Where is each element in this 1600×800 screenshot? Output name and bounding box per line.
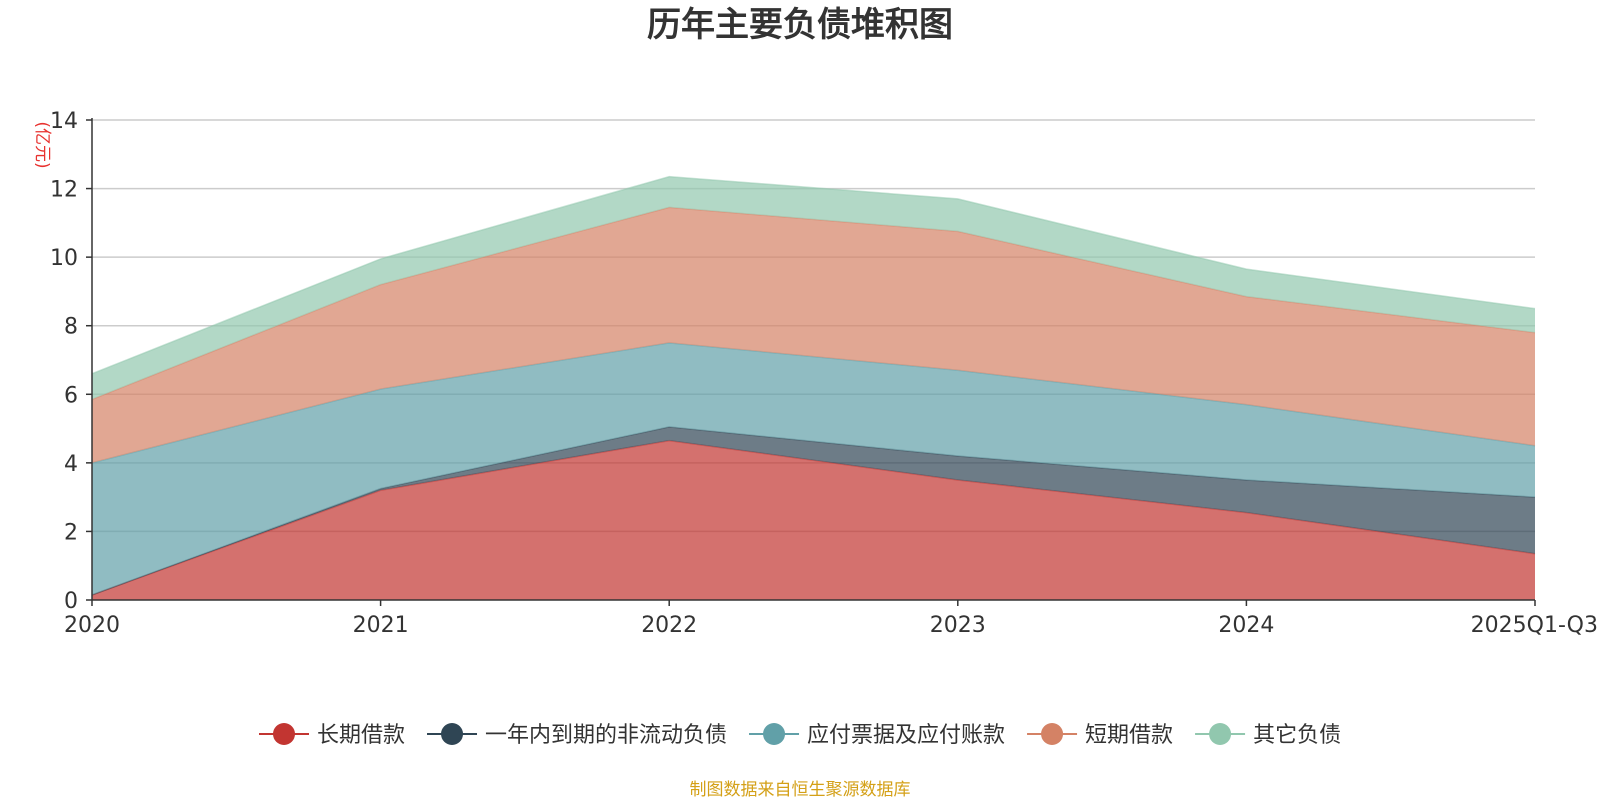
chart-title: 历年主要负债堆积图 (647, 5, 953, 45)
y-tick-label: 4 (64, 452, 78, 477)
legend-item-1: 长期借款 (259, 723, 405, 748)
y-axis-unit-label: (亿元) (32, 121, 52, 168)
y-tick-label: 12 (50, 178, 78, 203)
x-tick-label: 2021 (353, 613, 409, 638)
x-tick-label: 2023 (930, 613, 986, 638)
area-series (91, 175, 1536, 600)
y-tick-label: 8 (64, 315, 78, 340)
y-axis-ticks: 0 2 4 6 8 10 12 14 (50, 109, 92, 614)
legend-item-4: 短期借款 (1027, 723, 1173, 748)
axes (91, 118, 1535, 601)
legend-marker (273, 723, 295, 745)
legend-label: 其它负债 (1253, 723, 1341, 748)
x-axis-ticks: 2020 2021 2022 2023 2024 2025Q1-Q3 (64, 600, 1598, 638)
x-tick-label: 2020 (64, 613, 120, 638)
legend-item-3: 应付票据及应付账款 (749, 723, 1005, 748)
legend-label: 一年内到期的非流动负债 (485, 723, 727, 748)
source-note: 制图数据来自恒生聚源数据库 (690, 780, 911, 800)
legend-label: 长期借款 (317, 723, 405, 748)
area-1 (92, 440, 1535, 600)
area-5 (92, 176, 1535, 400)
area-2 (92, 426, 1535, 595)
legend-marker (1209, 723, 1232, 745)
legend-marker (763, 723, 786, 745)
y-tick-label: 6 (64, 383, 78, 408)
area-4 (92, 207, 1535, 463)
y-tick-label: 0 (64, 589, 78, 614)
legend-marker (1041, 723, 1064, 745)
y-tick-label: 14 (50, 109, 78, 134)
x-tick-label: 2024 (1218, 613, 1274, 638)
legend-label: 应付票据及应付账款 (807, 723, 1005, 748)
legend: 长期借款 一年内到期的非流动负债 应付票据及应付账款 短期借款 其它负债 (259, 723, 1341, 748)
x-tick-label: 2022 (641, 613, 697, 638)
x-tick-label: 2025Q1-Q3 (1471, 613, 1598, 638)
area-3 (92, 342, 1535, 595)
legend-item-2: 一年内到期的非流动负债 (427, 723, 727, 748)
area-line-2 (91, 426, 1536, 596)
y-tick-label: 10 (50, 246, 78, 271)
legend-item-5: 其它负债 (1195, 723, 1341, 748)
legend-marker (441, 723, 464, 745)
legend-label: 短期借款 (1085, 723, 1173, 748)
y-tick-label: 2 (64, 520, 78, 545)
area-line-5 (91, 175, 1536, 375)
